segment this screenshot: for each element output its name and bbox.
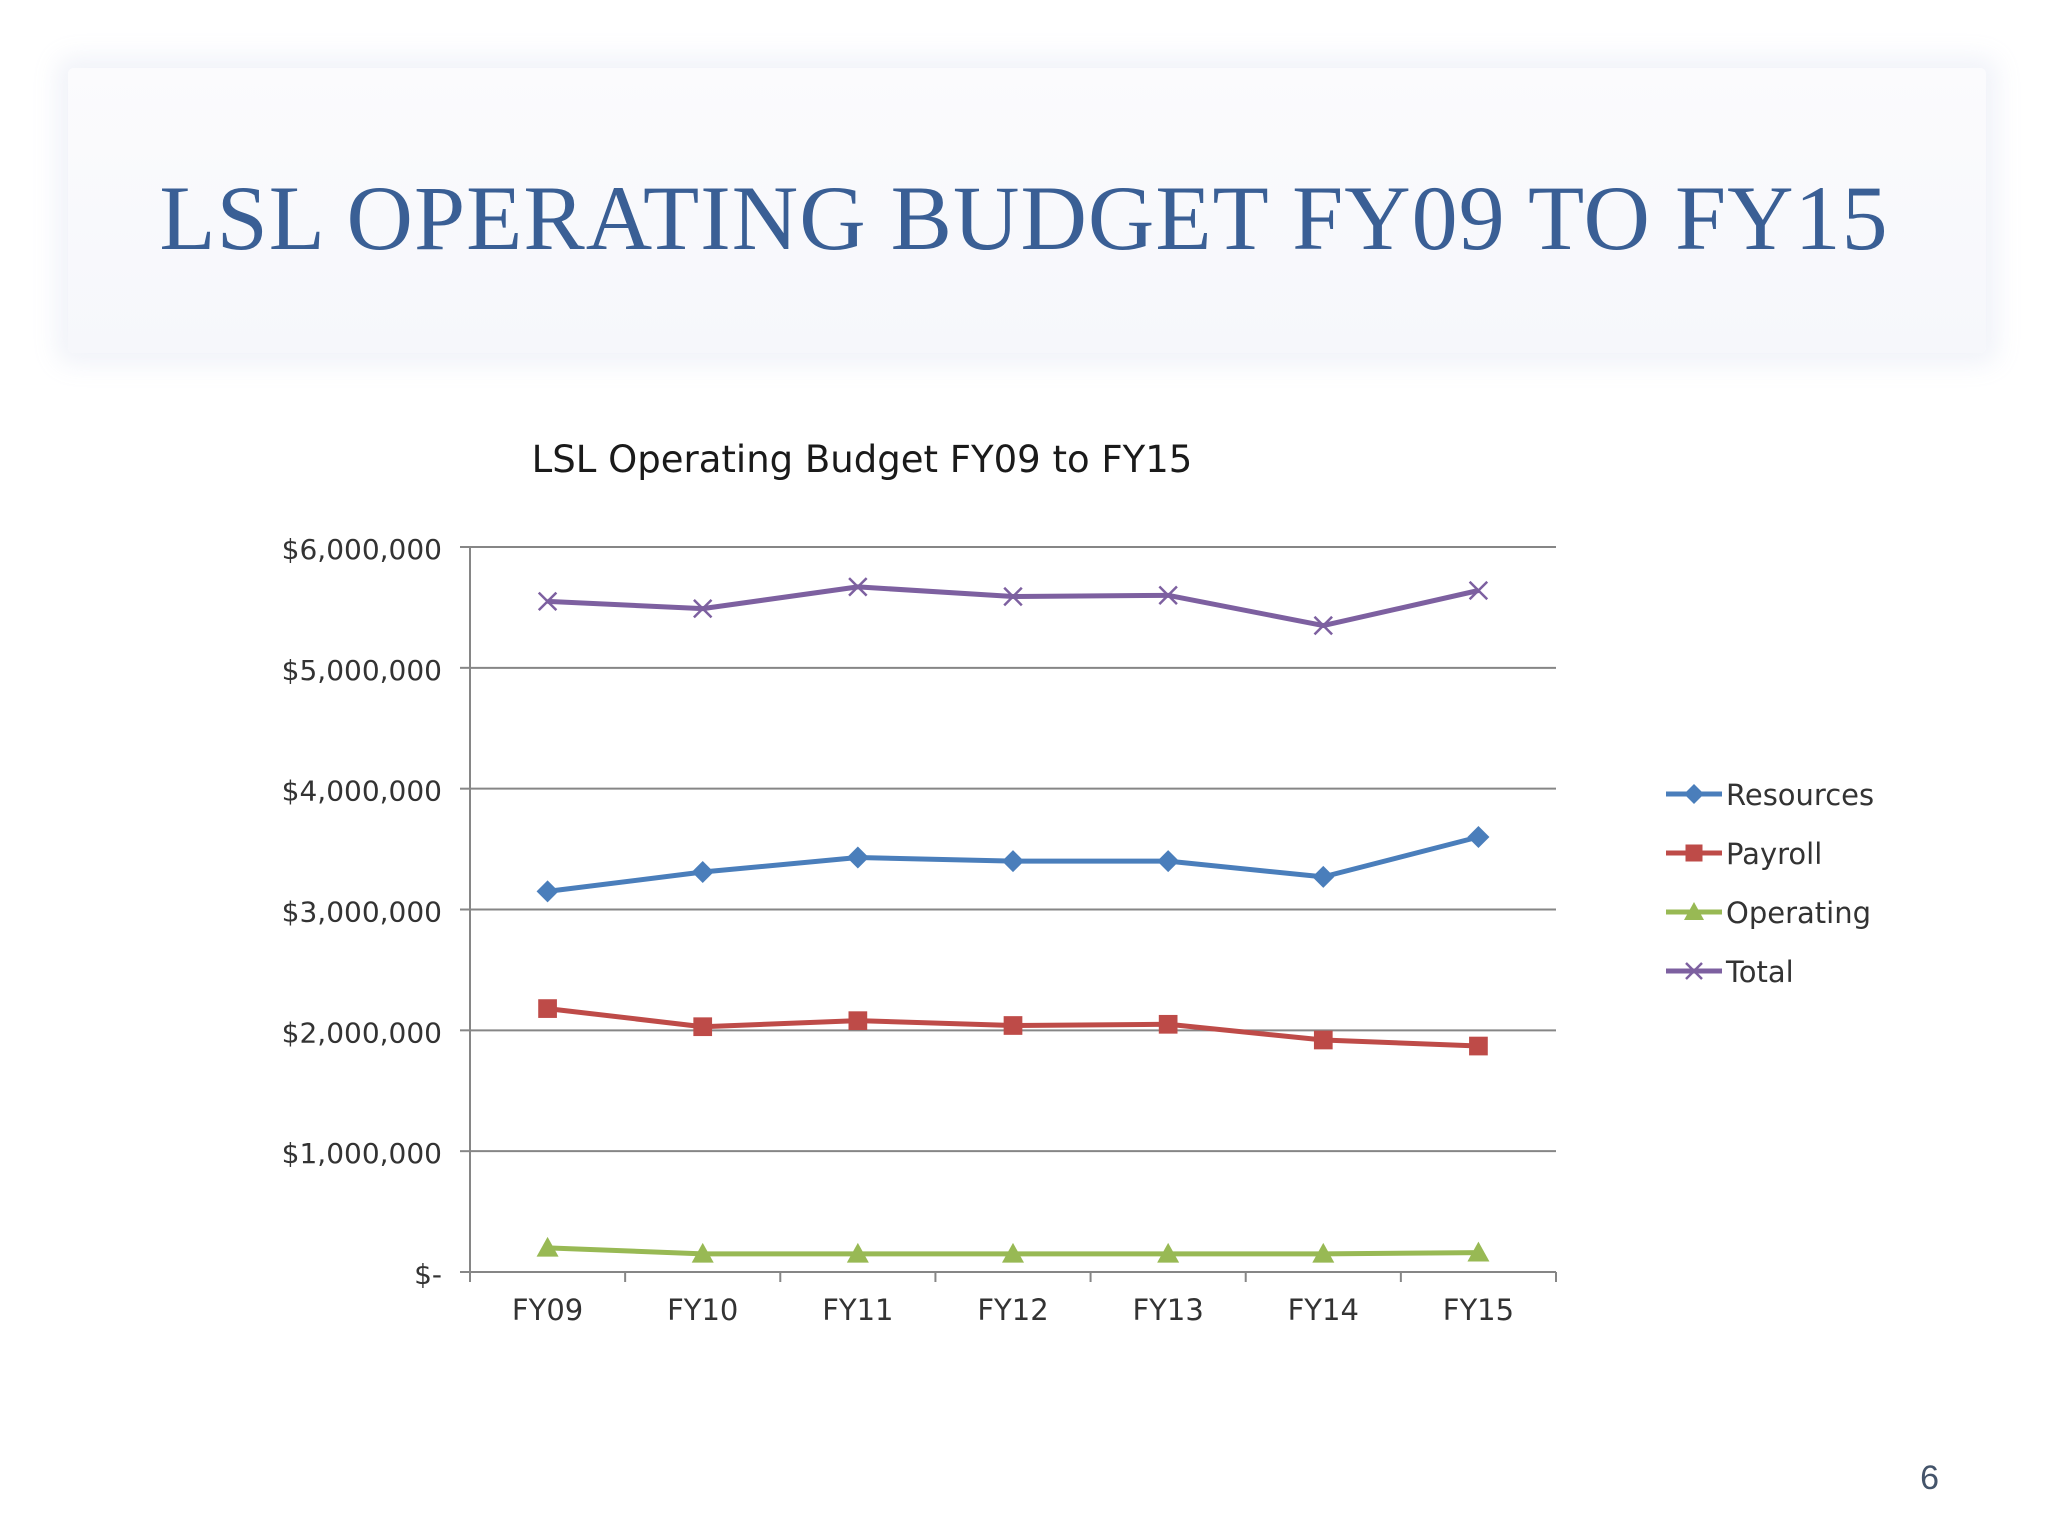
axes bbox=[460, 546, 1557, 1282]
legend-label: Total bbox=[1725, 955, 1794, 989]
y-tick-label: $6,000,000 bbox=[282, 533, 442, 566]
x-marker-stroke bbox=[1468, 580, 1489, 601]
data-point-diamond bbox=[536, 880, 559, 903]
x-tick-label: FY13 bbox=[1132, 1293, 1203, 1327]
series-operating bbox=[536, 1236, 1490, 1263]
data-point-square bbox=[1158, 1014, 1178, 1034]
series-total bbox=[537, 577, 1489, 636]
data-point-triangle bbox=[1467, 1241, 1490, 1262]
x-marker-stroke bbox=[1003, 586, 1023, 607]
x-tick-label: FY10 bbox=[667, 1293, 738, 1327]
data-point-triangle bbox=[846, 1242, 869, 1263]
data-point-square bbox=[848, 1011, 868, 1031]
data-point-square bbox=[1313, 1030, 1333, 1050]
data-point-x bbox=[1313, 615, 1333, 636]
series-group bbox=[536, 577, 1490, 1263]
legend-label: Payroll bbox=[1726, 837, 1822, 871]
title-band bbox=[68, 68, 1986, 353]
x-marker-stroke bbox=[537, 591, 558, 612]
y-tick-label: $1,000,000 bbox=[282, 1137, 442, 1170]
legend-label: Operating bbox=[1726, 896, 1871, 930]
series-line bbox=[547, 584, 1479, 629]
legend-item-resources: Resources bbox=[1666, 778, 1874, 812]
data-point-triangle bbox=[691, 1242, 714, 1263]
y-tick-label: $2,000,000 bbox=[282, 1016, 442, 1049]
data-point-x bbox=[1158, 585, 1178, 606]
legend: Resources Payroll Operating Total bbox=[1666, 778, 1874, 989]
x-axis-labels: FY09 FY10 FY11 FY12 FY13 FY14 FY15 bbox=[512, 1293, 1514, 1327]
gridlines bbox=[470, 546, 1556, 1153]
data-point-x bbox=[1685, 962, 1703, 980]
data-point-x bbox=[848, 577, 868, 597]
x-tick-label: FY12 bbox=[977, 1293, 1048, 1327]
data-point-x bbox=[693, 598, 713, 619]
x-tick-label: FY09 bbox=[512, 1293, 583, 1327]
data-point-diamond bbox=[1157, 850, 1180, 873]
data-point-diamond bbox=[691, 861, 714, 884]
x-marker-stroke bbox=[1158, 585, 1178, 606]
x-tick-label: FY15 bbox=[1443, 1293, 1514, 1327]
data-point-diamond bbox=[1684, 784, 1704, 804]
series-resources bbox=[536, 826, 1490, 903]
x-tick-label: FY14 bbox=[1288, 1293, 1359, 1327]
y-tick-label: $4,000,000 bbox=[282, 775, 442, 808]
data-point-diamond bbox=[846, 846, 869, 869]
data-point-triangle bbox=[536, 1236, 559, 1257]
data-point-square bbox=[538, 999, 557, 1018]
data-point-x bbox=[537, 591, 558, 612]
y-axis-labels: $- $1,000,000 $2,000,000 $3,000,000 $4,000,0… bbox=[282, 533, 442, 1291]
slide-title: LSL OPERATING BUDGET FY09 TO FY15 bbox=[159, 167, 1889, 269]
x-marker-stroke bbox=[1685, 962, 1703, 980]
x-marker-stroke bbox=[848, 577, 868, 597]
x-marker-stroke bbox=[693, 598, 713, 619]
legend-label: Resources bbox=[1726, 778, 1874, 812]
data-point-triangle bbox=[1312, 1242, 1335, 1263]
y-tick-label: $- bbox=[414, 1258, 442, 1291]
data-point-triangle bbox=[1002, 1242, 1024, 1263]
data-point-triangle bbox=[1157, 1242, 1180, 1263]
data-point-diamond bbox=[1002, 850, 1024, 873]
data-point-diamond bbox=[1467, 826, 1490, 848]
data-point-square bbox=[1469, 1036, 1488, 1056]
page-number: 6 bbox=[1920, 1459, 1939, 1497]
data-point-x bbox=[1003, 586, 1023, 607]
chart-title: LSL Operating Budget FY09 to FY15 bbox=[532, 438, 1193, 481]
series-payroll bbox=[538, 999, 1488, 1056]
legend-item-operating: Operating bbox=[1666, 896, 1871, 930]
data-point-triangle bbox=[1684, 902, 1704, 920]
y-tick-label: $3,000,000 bbox=[282, 896, 442, 929]
x-marker-stroke bbox=[1313, 615, 1333, 636]
data-point-x bbox=[1468, 580, 1489, 601]
legend-item-total: Total bbox=[1666, 955, 1794, 989]
data-point-diamond bbox=[1312, 865, 1335, 888]
data-point-square bbox=[693, 1017, 713, 1037]
data-point-square bbox=[1685, 844, 1703, 862]
data-point-square bbox=[1003, 1016, 1023, 1035]
x-tick-label: FY11 bbox=[822, 1293, 893, 1327]
y-tick-label: $5,000,000 bbox=[282, 654, 442, 687]
legend-item-payroll: Payroll bbox=[1666, 837, 1822, 871]
